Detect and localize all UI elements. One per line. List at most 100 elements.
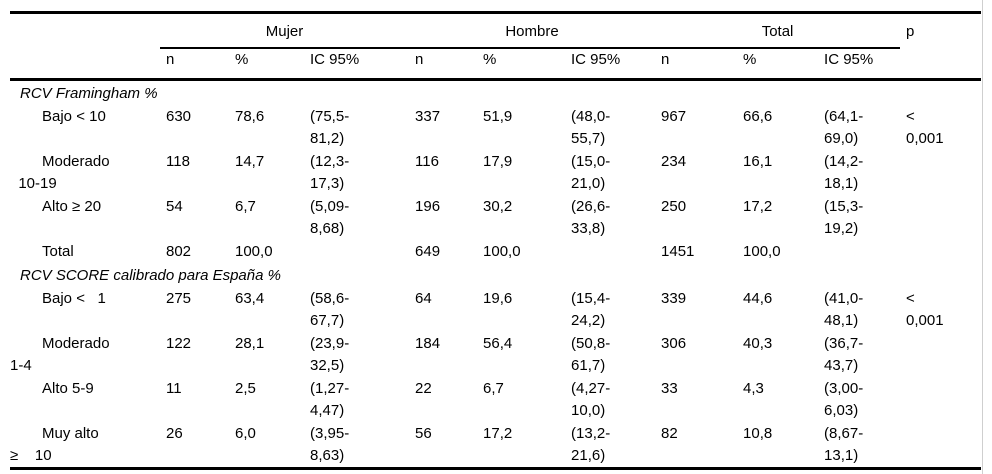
cell-p-value: < 0,001 (906, 108, 944, 147)
rcv-risk-table: Mujer Hombre Total p n % IC 95% n % IC 9… (10, 11, 982, 470)
cell-hombre-ic95: (50,8- 61,7) (571, 335, 611, 374)
row-label: Alto ≥ 20 (10, 195, 160, 240)
cell-hombre-pct: 30,2 (483, 198, 513, 215)
cell-mujer-n: 54 (166, 198, 183, 215)
cell-mujer-ic95: (58,6- 67,7) (310, 290, 350, 329)
cell-mujer-ic95: (23,9- 32,5) (310, 335, 350, 374)
cell-total-n: 967 (661, 108, 687, 125)
row-label-line1: Bajo < 10 (42, 108, 106, 125)
cell-mujer-ic95: (3,95- 8,63) (310, 425, 350, 464)
cell-total-ic95: (36,7- 43,7) (824, 335, 864, 374)
cell-total-n: 306 (661, 335, 687, 352)
cell-total-pct: 44,6 (743, 290, 773, 307)
cell-total-ic95: (8,67- 13,1) (824, 425, 864, 464)
cell-mujer-ic95: (5,09- 8,68) (310, 198, 350, 237)
cell-mujer-ic95 (304, 240, 409, 263)
cell-mujer-pct: 100,0 (235, 243, 273, 260)
cell-hombre-pct: 19,6 (483, 290, 513, 307)
cell-hombre-ic95: (26,6- 33,8) (571, 198, 611, 237)
cell-total-pct: 66,6 (743, 108, 773, 125)
section-title: RCV SCORE calibrado para España % (20, 267, 281, 284)
cell-hombre-ic95: (15,0- 21,0) (571, 153, 611, 192)
sub-header-mujer-pct: % (229, 48, 304, 81)
row-label: Muy alto ≥ 10 (10, 422, 160, 469)
sub-header-p-empty (900, 48, 982, 81)
row-label-line1: Alto ≥ 20 (42, 198, 102, 215)
cell-total-n: 33 (661, 380, 678, 397)
cell-total-pct: 100,0 (743, 243, 781, 260)
cell-hombre-n: 116 (415, 153, 439, 170)
cell-mujer-n: 26 (166, 425, 183, 442)
cell-total-pct: 40,3 (743, 335, 773, 352)
row-label-line2: 10-19 (10, 175, 57, 192)
cell-total-n: 234 (661, 153, 687, 170)
cell-hombre-ic95: (15,4- 24,2) (571, 290, 611, 329)
col-group-hombre: Hombre (409, 12, 656, 49)
cell-hombre-n: 56 (415, 425, 432, 442)
section-title: RCV Framingham % (20, 85, 158, 102)
cell-hombre-n: 22 (415, 380, 432, 397)
cell-p-value (900, 422, 981, 469)
cell-hombre-pct: 56,4 (483, 335, 513, 352)
cell-p-value (900, 377, 981, 422)
sub-header-total-ic95: IC 95% (818, 48, 901, 81)
cell-hombre-n: 649 (415, 243, 441, 260)
cell-hombre-pct: 100,0 (483, 243, 521, 260)
cell-total-ic95: (3,00- 6,03) (824, 380, 864, 419)
cell-p-value (900, 240, 981, 263)
cell-total-n: 339 (661, 290, 687, 307)
sub-header-total-n: n (655, 48, 738, 81)
sub-header-hombre-ic95: IC 95% (565, 48, 656, 81)
cell-mujer-ic95: (12,3- 17,3) (310, 153, 350, 192)
data-row: Total 802 100,0 649 100,0 1451 100,0 (10, 240, 981, 263)
row-label-line1: Total (42, 243, 74, 260)
row-label: Moderado 1-4 (10, 332, 160, 377)
sub-header-hombre-pct: % (477, 48, 566, 81)
cell-total-n: 250 (661, 198, 687, 215)
data-row: Bajo < 1 275 63,4 (58,6- 67,7) 64 19,6 (15,4- … (10, 287, 981, 332)
cell-hombre-pct: 6,7 (483, 380, 504, 397)
data-row: Moderado 10-19 118 14,7 (12,3- 17,3) 116 17,9… (10, 150, 981, 195)
cell-total-pct: 16,1 (743, 153, 773, 170)
cell-p-value (900, 150, 981, 195)
sub-header-empty (10, 48, 160, 81)
sub-header-total-pct: % (737, 48, 819, 81)
cell-total-ic95: (41,0- 48,1) (824, 290, 864, 329)
cell-p-value: < 0,001 (906, 290, 944, 329)
cell-hombre-ic95: (13,2- 21,6) (571, 425, 611, 464)
cell-total-n: 1451 (661, 243, 695, 260)
row-label: Moderado 10-19 (10, 150, 160, 195)
row-label: Bajo < 10 (10, 105, 160, 150)
sub-header-mujer-n: n (160, 48, 229, 81)
cell-hombre-pct: 51,9 (483, 108, 513, 125)
cell-mujer-n: 802 (166, 243, 192, 260)
section-header-row: RCV SCORE calibrado para España % (10, 263, 981, 287)
group-header-row: Mujer Hombre Total p (10, 12, 981, 49)
cell-hombre-n: 196 (415, 198, 441, 215)
data-row: Alto ≥ 20 54 6,7 (5,09- 8,68) 196 30,2 (26,6- … (10, 195, 981, 240)
cell-mujer-pct: 63,4 (235, 290, 265, 307)
cell-total-ic95: (14,2- 18,1) (824, 153, 864, 192)
cell-total-ic95: (64,1- 69,0) (824, 108, 864, 147)
data-row: Alto 5-9 11 2,5 (1,27- 4,47) 22 6,7 (4,27- 10,… (10, 377, 981, 422)
corner-cell (10, 13, 160, 49)
sub-header-hombre-n: n (409, 48, 478, 81)
cell-hombre-ic95: (4,27- 10,0) (571, 380, 611, 419)
cell-mujer-pct: 2,5 (235, 380, 256, 397)
cell-mujer-pct: 28,1 (235, 335, 265, 352)
col-group-mujer: Mujer (160, 12, 410, 49)
cell-mujer-n: 11 (166, 380, 182, 397)
cell-mujer-n: 275 (166, 290, 192, 307)
cell-mujer-pct: 6,7 (235, 198, 256, 215)
sub-header-row: n % IC 95% n % IC 95% n % IC 95% (10, 48, 982, 81)
cell-hombre-n: 64 (415, 290, 432, 307)
cell-p-value (900, 332, 981, 377)
cell-mujer-ic95: (1,27- 4,47) (310, 380, 350, 419)
cell-mujer-pct: 6,0 (235, 425, 256, 442)
row-label-line1: Moderado (42, 335, 110, 352)
cell-hombre-n: 184 (415, 335, 441, 352)
cell-mujer-n: 118 (166, 153, 190, 170)
cell-hombre-pct: 17,2 (483, 425, 513, 442)
cell-hombre-n: 337 (415, 108, 441, 125)
row-label: Alto 5-9 (10, 377, 160, 422)
